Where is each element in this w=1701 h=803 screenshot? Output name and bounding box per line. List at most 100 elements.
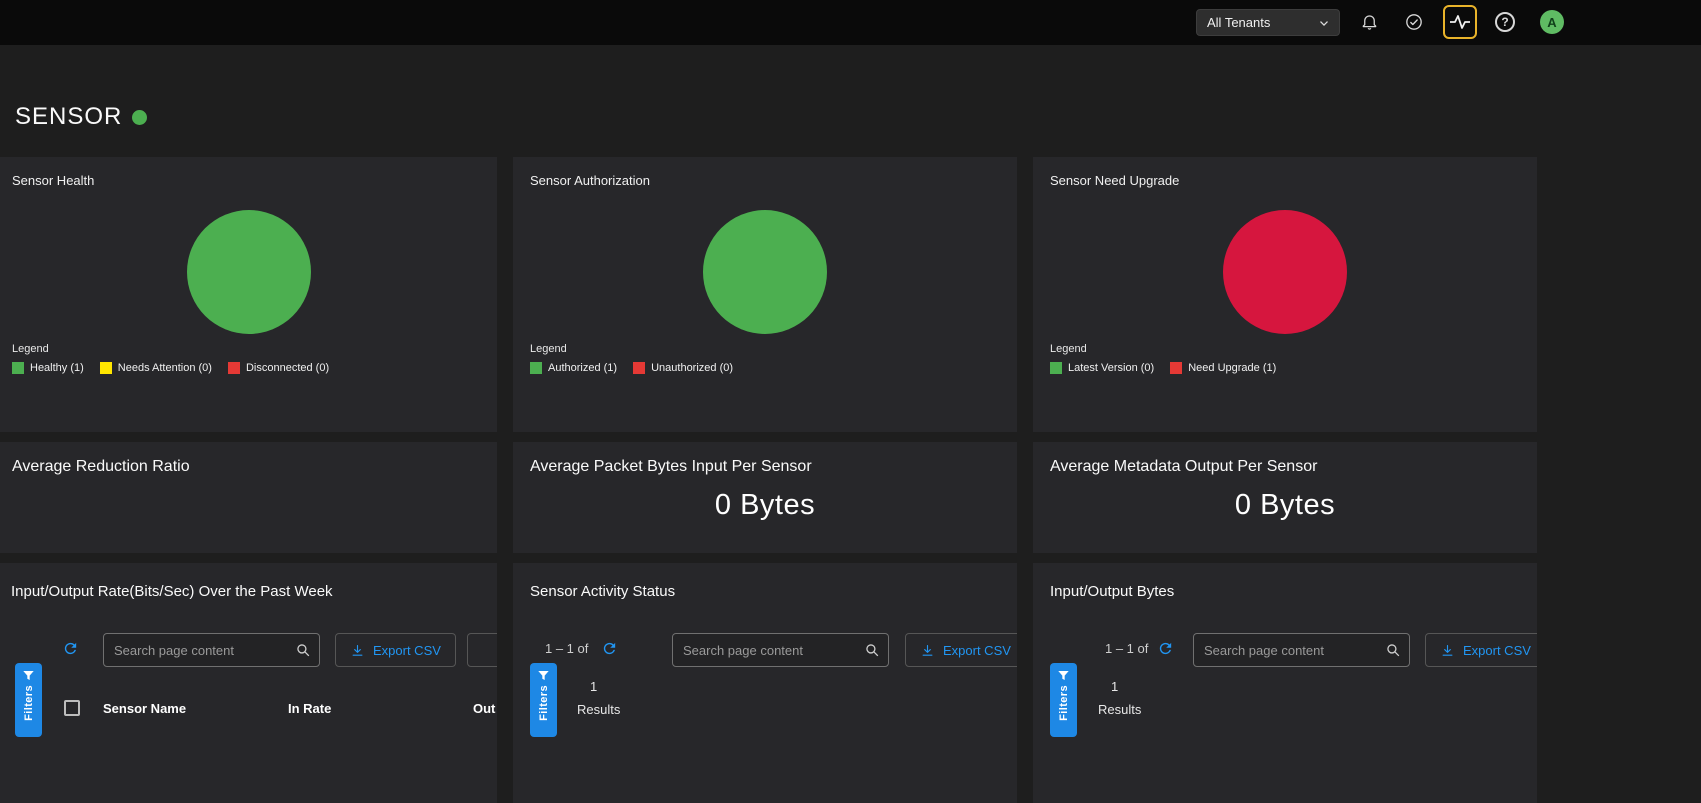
column-header-in-rate[interactable]: In Rate (288, 701, 332, 716)
legend-title: Legend (12, 343, 49, 355)
search-icon (297, 644, 310, 657)
legend-swatch (99, 362, 112, 374)
search-input[interactable] (673, 642, 864, 658)
export-label: Export CSV (1463, 642, 1531, 658)
export-csv-button[interactable]: Export CSV (905, 633, 1017, 667)
sensor-activity-status-card: Sensor Activity Status 1 – 1 of Export C… (513, 563, 1017, 803)
legend: Legend Authorized (1) Unauthorized (0) (530, 343, 1005, 374)
filters-label: Filters (537, 685, 550, 721)
results-count: 1 (590, 679, 598, 694)
search-box (1193, 633, 1410, 667)
card-title: Input/Output Bytes (1050, 583, 1175, 600)
help-icon: ? (1501, 15, 1509, 29)
clipped-button[interactable] (467, 633, 497, 667)
dashboard-grid: Sensor Health Legend Healthy (1) Needs A… (0, 157, 1537, 803)
legend-label: Needs Attention (0) (117, 362, 212, 374)
sensor-authorization-card: Sensor Authorization Legend Authorized (… (513, 157, 1017, 432)
export-label: Export CSV (373, 642, 441, 658)
search-input[interactable] (104, 642, 295, 658)
status-dot (132, 109, 148, 125)
results-label: Results (1098, 702, 1142, 717)
download-icon (350, 643, 365, 658)
filters-button[interactable]: Filters (1050, 663, 1077, 737)
pagination-range: 1 – 1 of (1105, 641, 1149, 656)
legend-label: Latest Version (0) (1068, 362, 1155, 374)
legend-title: Legend (1050, 343, 1087, 355)
tasks-button[interactable] (1404, 12, 1424, 32)
legend-swatch (1050, 362, 1062, 374)
legend-label: Authorized (1) (548, 362, 618, 374)
download-icon (920, 643, 935, 658)
legend-swatch (633, 362, 646, 374)
io-bytes-table-card: Input/Output Bytes 1 – 1 of Export CSV F… (1033, 563, 1537, 803)
stat-value: 0 Bytes (714, 489, 816, 521)
refresh-icon (62, 640, 79, 657)
card-title: Sensor Authorization (530, 173, 650, 188)
notifications-button[interactable] (1360, 12, 1379, 31)
card-title: Average Metadata Output Per Sensor (1050, 458, 1318, 475)
avg-metadata-output-card: Average Metadata Output Per Sensor 0 Byt… (1033, 442, 1537, 553)
pulse-icon (1449, 13, 1471, 31)
search-icon (866, 644, 879, 657)
chevron-down-icon (1317, 16, 1331, 30)
refresh-button[interactable] (62, 640, 79, 657)
card-title: Average Reduction Ratio (12, 458, 190, 475)
refresh-button[interactable] (601, 640, 618, 657)
export-csv-button[interactable]: Export CSV (335, 633, 456, 667)
avg-packet-bytes-input-card: Average Packet Bytes Input Per Sensor 0 … (513, 442, 1017, 553)
filter-icon (1057, 669, 1070, 682)
refresh-icon (1157, 640, 1174, 657)
select-all-checkbox[interactable] (64, 700, 80, 716)
export-csv-button[interactable]: Export CSV (1425, 633, 1537, 667)
legend-item: Latest Version (0) (1050, 362, 1154, 374)
legend-item: Disconnected (0) (227, 362, 330, 374)
export-label: Export CSV (943, 642, 1011, 658)
column-header-sensor-name[interactable]: Sensor Name (103, 701, 187, 716)
legend-item: Needs Attention (0) (99, 362, 212, 374)
search-box (103, 633, 320, 667)
avatar[interactable]: A (1540, 10, 1564, 34)
legend-title: Legend (530, 343, 567, 355)
filters-button[interactable]: Filters (15, 663, 42, 737)
legend-item: Authorized (1) (530, 362, 617, 374)
filters-button[interactable]: Filters (530, 663, 557, 737)
pie-chart[interactable] (186, 210, 311, 334)
refresh-button[interactable] (1157, 640, 1174, 657)
legend-item: Healthy (1) (12, 362, 84, 374)
card-title: Input/Output Rate(Bits/Sec) Over the Pas… (11, 583, 333, 600)
column-header-out-rate[interactable]: Out Rate (473, 701, 497, 716)
tenant-select[interactable]: All Tenants (1196, 9, 1340, 36)
card-title: Sensor Need Upgrade (1050, 173, 1180, 188)
check-circle-icon (1404, 12, 1424, 32)
page-title: SENSOR (15, 103, 123, 130)
sensor-monitor-button[interactable] (1443, 5, 1477, 39)
legend-swatch (12, 362, 24, 374)
refresh-icon (601, 640, 618, 657)
sensor-health-card: Sensor Health Legend Healthy (1) Needs A… (0, 157, 497, 432)
filters-label: Filters (1057, 685, 1070, 721)
legend-item: Unauthorized (0) (633, 362, 733, 374)
sensor-need-upgrade-card: Sensor Need Upgrade Legend Latest Versio… (1033, 157, 1537, 432)
search-input[interactable] (1194, 642, 1385, 658)
pagination-range: 1 – 1 of (545, 641, 589, 656)
legend-label: Need Upgrade (1) (1188, 362, 1277, 374)
pie-chart[interactable] (1223, 210, 1347, 334)
legend-item: Need Upgrade (1) (1170, 362, 1276, 374)
card-title: Sensor Health (12, 173, 95, 188)
card-title: Sensor Activity Status (530, 583, 676, 600)
bell-icon (1360, 12, 1379, 31)
pie-chart[interactable] (703, 210, 827, 334)
filter-icon (537, 669, 550, 682)
help-button[interactable]: ? (1495, 12, 1515, 32)
tenant-select-label: All Tenants (1207, 15, 1271, 30)
io-rate-table-card: Input/Output Rate(Bits/Sec) Over the Pas… (0, 563, 497, 803)
filter-icon (22, 669, 35, 682)
legend-swatch (530, 362, 542, 374)
legend-swatch (227, 362, 240, 374)
legend-label: Unauthorized (0) (651, 362, 734, 374)
legend: Legend Healthy (1) Needs Attention (0) D… (12, 343, 485, 374)
card-title: Average Packet Bytes Input Per Sensor (530, 458, 812, 475)
legend-label: Disconnected (0) (245, 362, 330, 374)
stat-value: 0 Bytes (1234, 489, 1336, 521)
filters-label: Filters (22, 685, 35, 721)
